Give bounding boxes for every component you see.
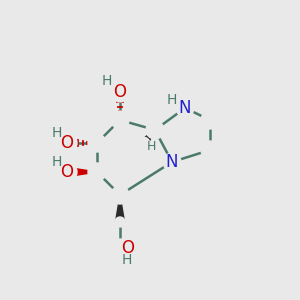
- Circle shape: [115, 217, 125, 227]
- Circle shape: [88, 134, 106, 152]
- Circle shape: [59, 163, 77, 181]
- Polygon shape: [68, 167, 97, 176]
- Text: H: H: [52, 126, 62, 140]
- Circle shape: [176, 99, 194, 117]
- Circle shape: [111, 84, 129, 102]
- Text: O: O: [61, 163, 74, 181]
- Text: H: H: [122, 253, 132, 267]
- Text: O: O: [122, 239, 134, 257]
- Circle shape: [111, 186, 129, 204]
- Circle shape: [201, 141, 219, 159]
- Polygon shape: [116, 195, 124, 222]
- Circle shape: [201, 111, 219, 129]
- Circle shape: [163, 153, 181, 171]
- Circle shape: [146, 121, 164, 139]
- Circle shape: [136, 137, 150, 151]
- Circle shape: [111, 239, 129, 257]
- Text: O: O: [113, 83, 127, 101]
- Circle shape: [111, 111, 129, 129]
- Circle shape: [88, 163, 106, 181]
- Polygon shape: [140, 130, 155, 147]
- Text: N: N: [166, 153, 178, 171]
- Text: H: H: [167, 93, 177, 107]
- Text: H: H: [102, 74, 112, 88]
- Text: H: H: [146, 140, 156, 154]
- Text: O: O: [61, 134, 74, 152]
- Text: H: H: [52, 155, 62, 169]
- Circle shape: [59, 134, 77, 152]
- Text: N: N: [179, 99, 191, 117]
